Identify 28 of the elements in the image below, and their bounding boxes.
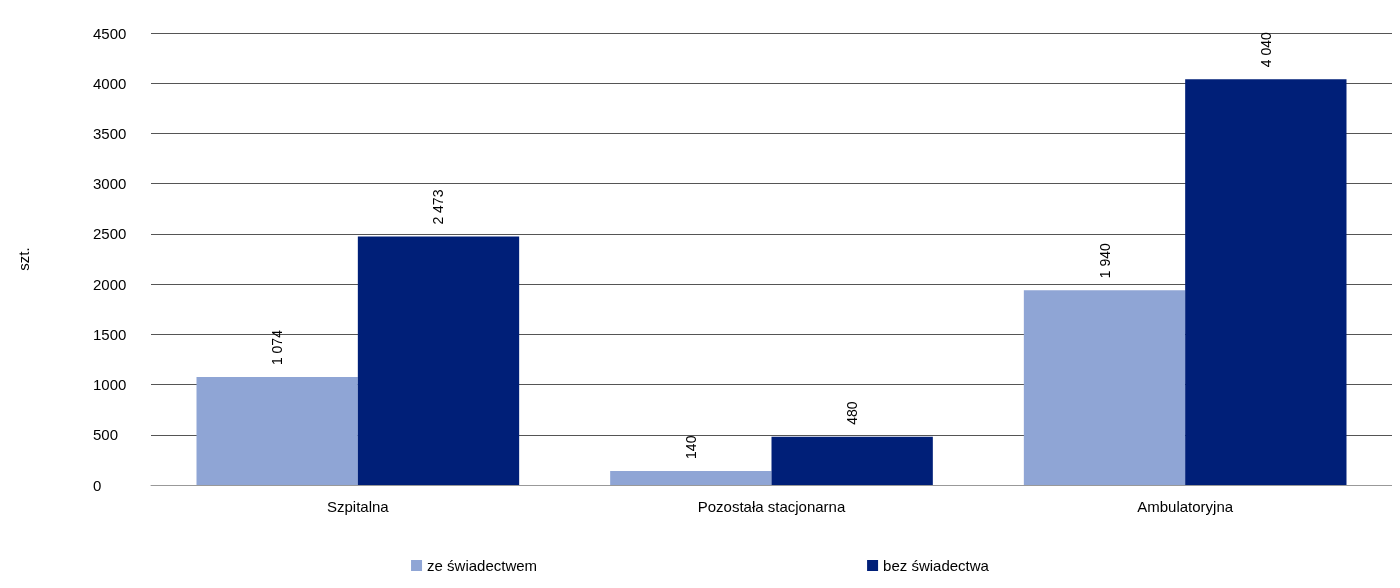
y-tick-label: 2000 (93, 275, 127, 293)
data-label: 140 (682, 435, 699, 459)
x-tick-label: Szpitalna (326, 498, 390, 515)
y-tick-label: 1000 (93, 376, 127, 394)
bar (1023, 290, 1186, 485)
legend-label: ze świadectwem (427, 557, 538, 574)
y-tick-label: 1500 (93, 325, 127, 343)
y-axis-title: szt. (15, 247, 32, 271)
x-tick-label: Pozostała stacjonarna (697, 498, 846, 515)
y-tick-label: 4000 (93, 74, 127, 92)
data-label: 2 473 (430, 189, 447, 225)
bar (1185, 79, 1347, 485)
y-tick-label: 3000 (93, 175, 127, 193)
bar (771, 436, 933, 485)
y-tick-label: 4500 (93, 24, 127, 42)
data-label: 480 (844, 401, 861, 425)
y-tick-label: 0 (93, 476, 102, 494)
y-tick-label: 2500 (93, 225, 127, 243)
legend-label: bez świadectwa (883, 557, 990, 574)
data-label: 1 074 (269, 329, 286, 366)
x-tick-label: Ambulatoryjna (1137, 498, 1234, 515)
y-tick-label: 500 (93, 426, 119, 444)
bar (610, 470, 772, 485)
bar (196, 377, 358, 485)
data-label: 4 040 (1257, 31, 1274, 68)
data-label: 1 940 (1096, 242, 1113, 279)
y-tick-label: 3500 (93, 124, 127, 142)
bar (357, 236, 520, 485)
